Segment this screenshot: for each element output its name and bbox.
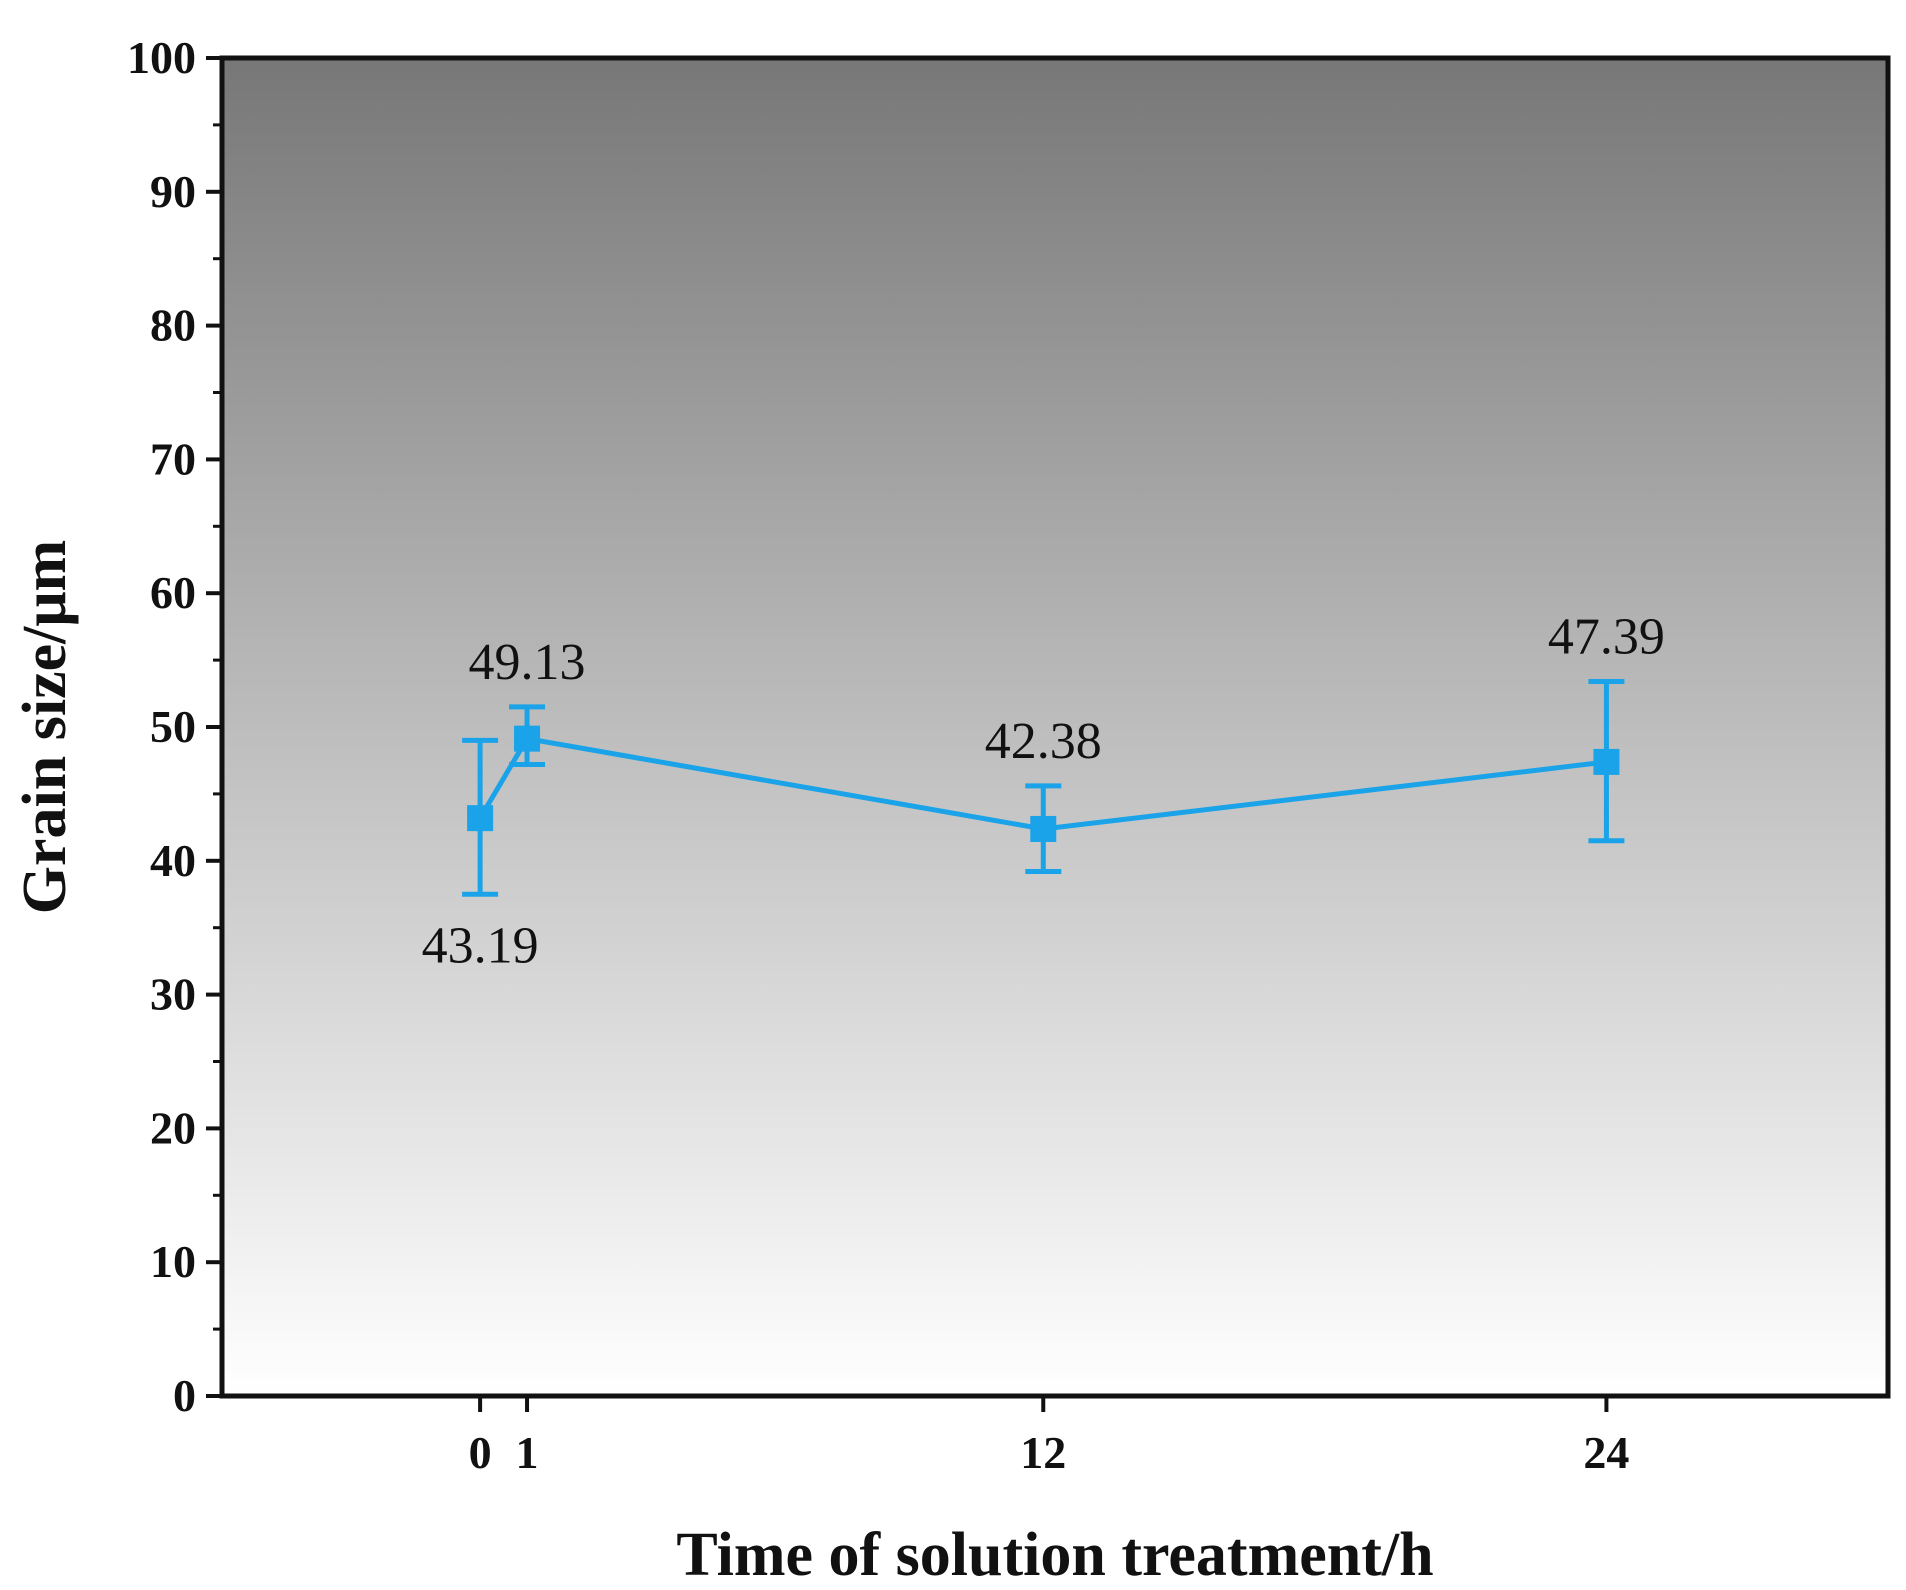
y-tick-label: 60	[150, 567, 196, 618]
series-layer: 43.19 49.13 42.38 47.39	[422, 609, 1665, 975]
y-tick-label: 80	[150, 300, 196, 351]
x-axis-ticks: 0 1 12 24	[469, 1396, 1629, 1478]
y-tick-label: 50	[150, 701, 196, 752]
x-tick-label: 1	[516, 1427, 539, 1478]
data-point-marker	[1593, 748, 1620, 775]
y-tick-label: 90	[150, 166, 196, 217]
series-line	[477, 735, 1607, 832]
y-tick-label: 40	[150, 835, 196, 886]
data-point-marker	[467, 805, 494, 832]
plot-frame	[219, 55, 1891, 1399]
y-tick-label: 30	[150, 969, 196, 1020]
data-point-marker	[514, 725, 541, 752]
y-axis-ticks: 0 10 20 30 40 50 60 70 80 90 100	[127, 32, 222, 1421]
data-label: 43.19	[422, 917, 539, 974]
x-tick-label: 24	[1583, 1427, 1629, 1478]
x-tick-label: 12	[1020, 1427, 1066, 1478]
x-tick-label: 0	[469, 1427, 492, 1478]
data-label: 47.39	[1548, 609, 1665, 666]
y-tick-label: 0	[173, 1370, 196, 1421]
data-label: 42.38	[985, 713, 1102, 770]
plot-background	[222, 58, 1888, 1396]
y-tick-label: 70	[150, 433, 196, 484]
x-axis-title: Time of solution treatment/h	[676, 1521, 1433, 1589]
data-point-marker	[1030, 815, 1057, 842]
y-tick-label: 20	[150, 1102, 196, 1153]
y-axis-title: Grain size/μm	[11, 540, 79, 914]
data-label: 49.13	[469, 634, 586, 691]
y-tick-label: 10	[150, 1236, 196, 1287]
y-tick-label: 100	[127, 32, 196, 83]
